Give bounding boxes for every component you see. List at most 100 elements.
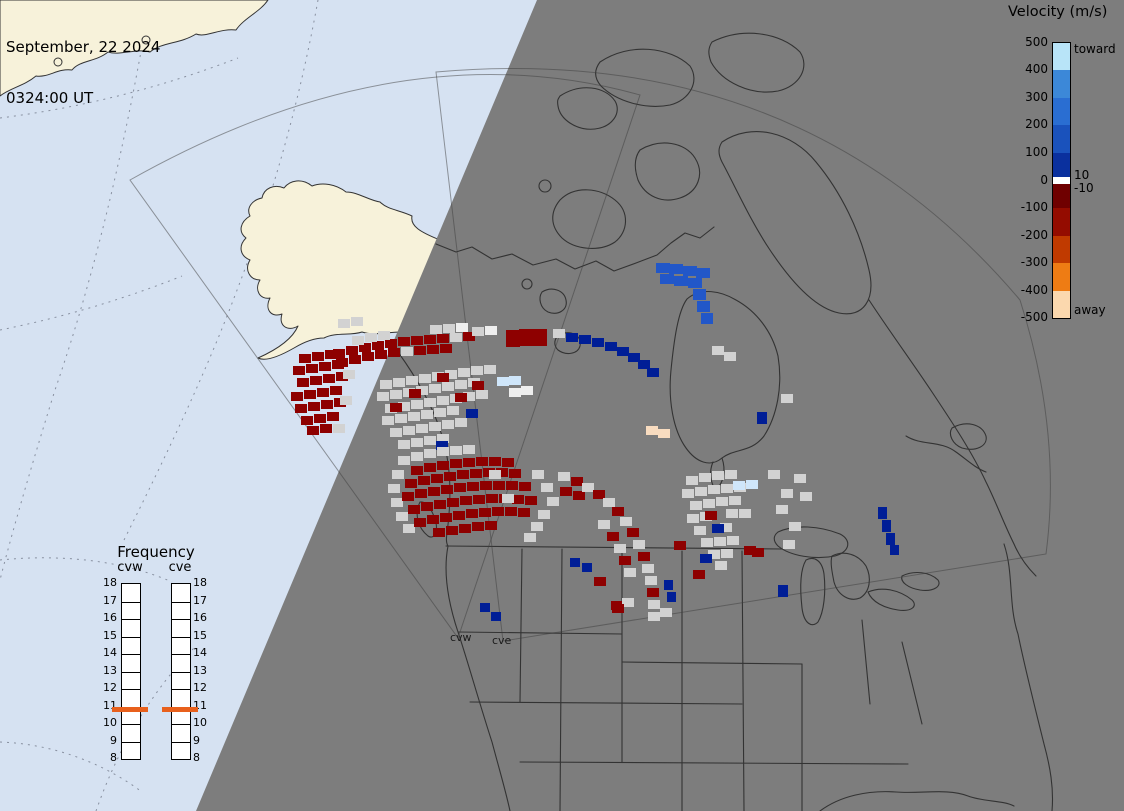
freq-ladder-rung bbox=[122, 601, 140, 603]
velocity-cell bbox=[715, 561, 727, 570]
velocity-cell bbox=[712, 471, 724, 480]
velocity-cell bbox=[491, 612, 501, 621]
small-island bbox=[53, 57, 63, 67]
velocity-cell bbox=[696, 268, 710, 278]
freq-tick-label: 18 bbox=[103, 576, 117, 589]
velocity-cell bbox=[541, 483, 553, 492]
velocity-cell bbox=[424, 335, 436, 344]
velocity-cell bbox=[321, 400, 333, 409]
lake-superior bbox=[773, 526, 849, 559]
date-text: September, 22 2024 bbox=[6, 37, 161, 56]
us-east-coast bbox=[1003, 543, 1054, 811]
velocity-cell bbox=[447, 498, 459, 507]
velocity-cell bbox=[440, 513, 452, 522]
velocity-cell bbox=[304, 390, 316, 399]
velocity-cell bbox=[421, 502, 433, 511]
great-bear-lake bbox=[539, 288, 567, 314]
velocity-cell bbox=[444, 472, 456, 481]
velocity-cell bbox=[424, 449, 436, 458]
freq-tick-label: 12 bbox=[193, 681, 207, 694]
landmass-alaska bbox=[240, 180, 441, 360]
velocity-cell bbox=[729, 496, 741, 505]
velocity-cell bbox=[620, 517, 632, 526]
frequency-legend: Frequency cvw 18 17 16 15 14 13 12 11 10 9 8 cve 18 17… bbox=[90, 543, 222, 778]
velocity-cell bbox=[724, 352, 736, 361]
velocity-cell bbox=[622, 598, 634, 607]
velocity-cell bbox=[687, 514, 699, 523]
velocity-cell bbox=[332, 360, 344, 369]
freq-ladder-rung bbox=[122, 689, 140, 690]
velocity-cell bbox=[437, 334, 449, 343]
freq-tick-label: 12 bbox=[103, 681, 117, 694]
velocity-cell bbox=[701, 313, 713, 324]
baffin-island bbox=[718, 131, 872, 315]
velocity-cell bbox=[476, 457, 488, 466]
velocity-cell bbox=[878, 507, 887, 519]
velocity-cell bbox=[768, 470, 780, 479]
us-west-coast bbox=[445, 545, 511, 811]
velocity-cell bbox=[377, 392, 389, 401]
velocity-cell bbox=[428, 487, 440, 496]
velocity-cell bbox=[472, 327, 484, 336]
velocity-cell bbox=[393, 378, 405, 387]
velocity-cell bbox=[362, 352, 374, 361]
colorbar-side-label: away bbox=[1074, 303, 1106, 317]
velocity-cell bbox=[720, 523, 732, 532]
velocity-cell bbox=[333, 349, 345, 358]
velocity-cell bbox=[682, 489, 694, 498]
freq-ladder-rung bbox=[172, 636, 190, 638]
velocity-cell bbox=[669, 264, 683, 274]
velocity-cell bbox=[633, 540, 645, 549]
colorbar-side-label: toward bbox=[1074, 42, 1116, 56]
velocity-cell bbox=[450, 333, 462, 342]
velocity-cell bbox=[703, 499, 715, 508]
timestamp: September, 22 2024 0324:00 UT bbox=[6, 4, 160, 142]
velocity-cell bbox=[414, 346, 426, 355]
velocity-cell bbox=[674, 276, 688, 286]
velocity-cell bbox=[380, 380, 392, 389]
velocity-cell bbox=[727, 536, 739, 545]
freq-tick-label: 18 bbox=[193, 576, 207, 589]
freq-tick-label: 14 bbox=[193, 646, 207, 659]
velocity-cell bbox=[453, 511, 465, 520]
arctic-islet bbox=[521, 278, 533, 290]
state-border bbox=[469, 701, 743, 705]
velocity-cell bbox=[695, 487, 707, 496]
velocity-cell bbox=[509, 388, 521, 397]
colorbar-tick-label: 300 bbox=[1025, 90, 1048, 104]
velocity-cell bbox=[506, 330, 520, 339]
velocity-cell bbox=[441, 485, 453, 494]
velocity-cell bbox=[674, 541, 686, 550]
night-land-outlines bbox=[391, 32, 1054, 811]
velocity-cell bbox=[594, 577, 606, 586]
velocity-cell bbox=[466, 509, 478, 518]
velocity-cell bbox=[408, 505, 420, 514]
velocity-cell bbox=[437, 447, 449, 456]
newfoundland bbox=[949, 423, 987, 450]
colorbar-tick-label: -100 bbox=[1020, 200, 1048, 214]
velocity-cell bbox=[437, 434, 449, 443]
velocity-cell bbox=[327, 412, 339, 421]
velocity-cell bbox=[372, 341, 384, 350]
velocity-cell bbox=[455, 418, 467, 427]
freq-tick-label: 15 bbox=[193, 628, 207, 642]
colorbar-side-label: 10 bbox=[1074, 168, 1090, 182]
velocity-cell bbox=[658, 429, 670, 438]
freq-tick-label: 15 bbox=[103, 628, 117, 642]
velocity-cell bbox=[349, 355, 361, 364]
velocity-cell bbox=[721, 484, 733, 493]
velocity-cell bbox=[460, 496, 472, 505]
velocity-cell bbox=[648, 600, 660, 609]
velocity-cell bbox=[485, 521, 497, 530]
velocity-cell bbox=[454, 483, 466, 492]
velocity-cell bbox=[699, 473, 711, 482]
velocity-cell bbox=[708, 485, 720, 494]
velocity-cell bbox=[645, 576, 657, 585]
velocity-cell bbox=[293, 366, 305, 375]
colorbar-tick-label: -200 bbox=[1020, 228, 1048, 242]
velocity-cell bbox=[365, 333, 377, 342]
velocity-cell bbox=[307, 426, 319, 435]
velocity-cell bbox=[398, 456, 410, 465]
velocity-cell bbox=[493, 481, 505, 490]
velocity-cell bbox=[890, 545, 899, 555]
